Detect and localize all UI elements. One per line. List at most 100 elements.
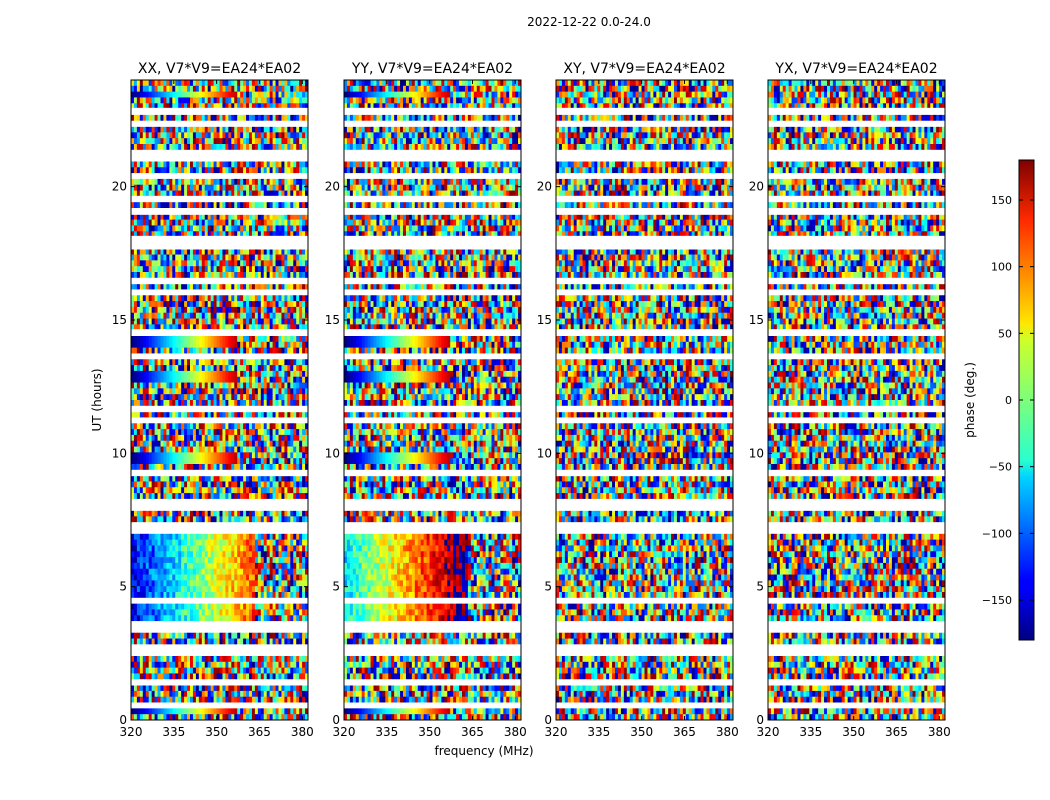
heatmap-cell	[145, 318, 150, 325]
heatmap-cell	[142, 97, 147, 104]
heatmap-cell	[281, 149, 285, 157]
heatmap-cell	[213, 382, 217, 389]
heatmap-cell	[284, 91, 288, 98]
heatmap-cell	[249, 149, 253, 157]
heatmap-cell	[131, 487, 135, 494]
heatmap-cell	[169, 277, 173, 285]
heatmap-cell	[195, 132, 200, 139]
heatmap-cell	[131, 510, 135, 517]
heatmap-cell	[293, 382, 297, 389]
heatmap-cell	[225, 382, 229, 389]
heatmap-cell	[246, 464, 250, 471]
heatmap-cell	[148, 324, 153, 331]
heatmap-cell	[249, 475, 253, 482]
heatmap-cell	[269, 202, 273, 209]
heatmap-cell	[287, 533, 291, 541]
heatmap-cell	[240, 469, 244, 477]
heatmap-cell	[237, 242, 241, 250]
heatmap-cell	[293, 80, 297, 87]
heatmap-cell	[302, 382, 306, 389]
heatmap-cell	[302, 341, 306, 349]
heatmap-cell	[219, 144, 223, 151]
heatmap-cell	[195, 551, 200, 558]
heatmap-cell	[269, 376, 273, 383]
heatmap-cell	[240, 336, 244, 343]
heatmap-cell	[213, 295, 217, 302]
heatmap-cell	[157, 510, 161, 517]
heatmap-cell	[151, 85, 155, 93]
heatmap-cell	[213, 365, 217, 372]
heatmap-cell	[210, 545, 214, 552]
heatmap-cell	[222, 458, 226, 465]
heatmap-cell	[184, 452, 188, 459]
heatmap-cell	[231, 272, 235, 279]
heatmap-cell	[299, 149, 303, 157]
heatmap-cell	[287, 376, 291, 383]
heatmap-cell	[163, 277, 167, 285]
heatmap-cell	[187, 213, 191, 221]
heatmap-cell	[201, 394, 206, 401]
heatmap-cell	[195, 382, 200, 389]
heatmap-cell	[231, 510, 235, 517]
heatmap-cell	[175, 458, 179, 465]
heatmap-cell	[222, 545, 226, 552]
heatmap-cell	[299, 126, 303, 133]
heatmap-cell	[257, 388, 262, 395]
heatmap-cell	[145, 202, 150, 209]
heatmap-cell	[181, 213, 185, 221]
heatmap-cell	[305, 196, 309, 203]
heatmap-cell	[246, 301, 250, 308]
heatmap-cell	[243, 434, 247, 442]
heatmap-cell	[160, 225, 164, 232]
heatmap-cell	[187, 85, 191, 93]
heatmap-cell	[278, 516, 282, 523]
heatmap-cell	[234, 376, 238, 383]
heatmap-cell	[163, 539, 167, 546]
heatmap-cell	[237, 516, 241, 523]
heatmap-cell	[166, 208, 170, 215]
heatmap-cell	[231, 178, 235, 186]
heatmap-cell	[216, 336, 220, 343]
heatmap-cell	[222, 190, 226, 197]
heatmap-cell	[237, 272, 241, 279]
heatmap-cell	[240, 208, 244, 215]
heatmap-cell	[257, 481, 262, 488]
heatmap-cell	[225, 161, 229, 168]
heatmap-cell	[139, 411, 144, 418]
heatmap-cell	[148, 109, 153, 116]
heatmap-cell	[181, 400, 185, 407]
heatmap-cell	[266, 557, 271, 564]
heatmap-cell	[166, 80, 170, 87]
heatmap-cell	[225, 283, 229, 290]
heatmap-cell	[296, 452, 300, 459]
heatmap-cell	[231, 376, 235, 383]
heatmap-cell	[234, 388, 238, 395]
heatmap-cell	[302, 516, 306, 523]
heatmap-cell	[219, 260, 223, 267]
heatmap-cell	[190, 132, 194, 139]
heatmap-cell	[166, 458, 170, 465]
heatmap-cell	[198, 510, 203, 517]
heatmap-cell	[198, 382, 203, 389]
heatmap-cell	[219, 557, 223, 564]
heatmap-cell	[163, 400, 167, 407]
heatmap-cell	[219, 178, 223, 186]
heatmap-cell	[228, 405, 232, 413]
heatmap-cell	[243, 149, 247, 157]
heatmap-cell	[133, 306, 138, 314]
heatmap-cell	[216, 202, 220, 209]
heatmap-cell	[178, 359, 182, 366]
heatmap-cell	[269, 522, 273, 529]
heatmap-cell	[169, 97, 173, 104]
heatmap-cell	[257, 283, 262, 290]
heatmap-cell	[207, 272, 212, 279]
heatmap-cell	[243, 493, 247, 500]
heatmap-cell	[201, 365, 206, 372]
heatmap-cell	[269, 260, 273, 267]
heatmap-cell	[287, 545, 291, 552]
heatmap-cell	[290, 370, 294, 378]
heatmap-cell	[219, 277, 223, 285]
heatmap-cell	[190, 400, 194, 407]
heatmap-cell	[293, 266, 297, 273]
